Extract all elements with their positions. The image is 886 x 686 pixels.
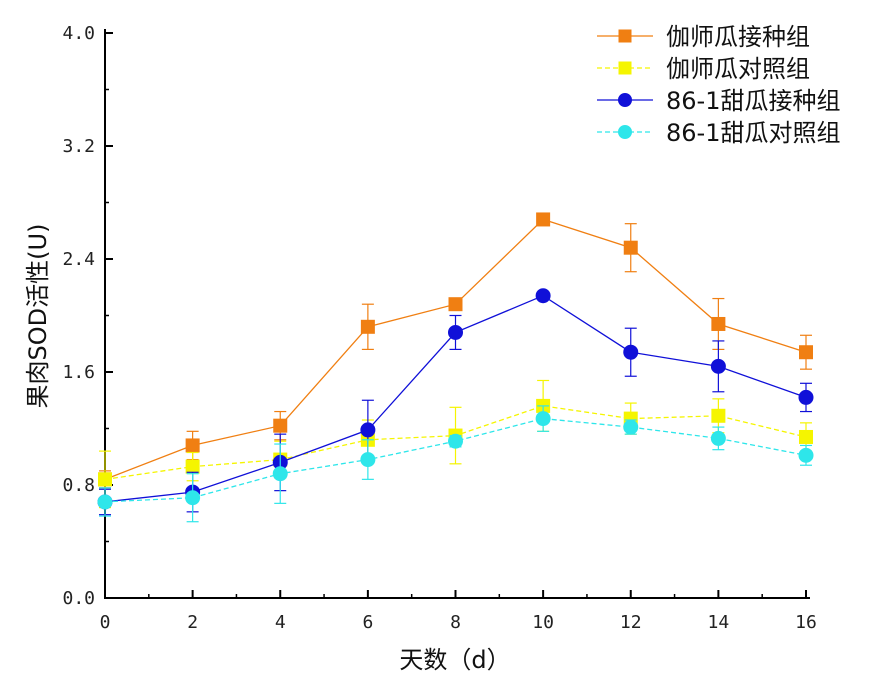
data-point [185, 459, 200, 474]
data-point [273, 418, 288, 433]
x-tick-label: 10 [532, 612, 554, 633]
y-tick-label: 4.0 [62, 23, 95, 44]
data-point [710, 430, 726, 446]
data-point [623, 240, 638, 255]
data-point [798, 389, 814, 405]
data-point [535, 411, 551, 427]
y-axis-title: 果肉SOD活性(U) [24, 224, 52, 409]
y-tick-label: 3.2 [62, 136, 95, 157]
y-tick-label: 0.8 [62, 475, 95, 496]
legend-label: 86-1甜瓜接种组 [666, 87, 840, 115]
data-point [272, 466, 288, 482]
data-point [711, 316, 726, 331]
tick-group: 0.0 0.8 1.6 2.4 3.2 4.0 0 2 4 6 8 10 12 14 16 [62, 23, 816, 633]
data-point [536, 212, 551, 227]
data-point [97, 494, 113, 510]
legend-marker [618, 61, 632, 75]
data-point [711, 408, 726, 423]
legend-item-2: 伽师瓜对照组 [597, 55, 810, 83]
data-point [98, 472, 112, 487]
data-point [623, 344, 639, 360]
data-point [360, 452, 376, 468]
legend-item-1: 伽师瓜接种组 [597, 23, 810, 51]
data-point [799, 429, 813, 444]
x-tick-label: 0 [100, 612, 111, 633]
legend-marker [618, 125, 632, 139]
x-tick-label: 16 [795, 612, 817, 633]
data-point [448, 433, 463, 449]
x-tick-label: 14 [708, 612, 730, 633]
x-tick-label: 4 [275, 612, 286, 633]
y-tick-label: 1.6 [62, 362, 95, 383]
data-point [535, 288, 551, 304]
x-tick-label: 8 [450, 612, 461, 633]
series-3 [97, 288, 814, 516]
data-point [623, 419, 639, 435]
y-tick-label: 0.0 [62, 588, 95, 609]
data-point [185, 438, 200, 453]
x-axis-title: 天数（d） [399, 646, 510, 674]
data-point [360, 319, 375, 334]
x-tick-label: 12 [620, 612, 642, 633]
data-point [799, 345, 813, 360]
data-point [798, 447, 814, 463]
legend-marker [618, 29, 632, 43]
legend-label: 86-1甜瓜对照组 [666, 119, 840, 147]
legend-label: 伽师瓜接种组 [666, 23, 810, 51]
legend-item-4: 86-1甜瓜对照组 [597, 119, 840, 147]
legend-marker [618, 93, 632, 107]
data-point [185, 490, 201, 506]
data-point [360, 422, 376, 438]
legend-label: 伽师瓜对照组 [666, 55, 810, 83]
data-point [710, 358, 726, 374]
legend-item-3: 86-1甜瓜接种组 [597, 87, 840, 115]
data-point [448, 297, 463, 312]
x-tick-label: 2 [187, 612, 198, 633]
x-tick-label: 6 [362, 612, 373, 633]
data-point [448, 324, 463, 340]
plot-area [97, 212, 814, 523]
y-tick-label: 2.4 [62, 249, 95, 270]
series-4 [97, 405, 814, 523]
